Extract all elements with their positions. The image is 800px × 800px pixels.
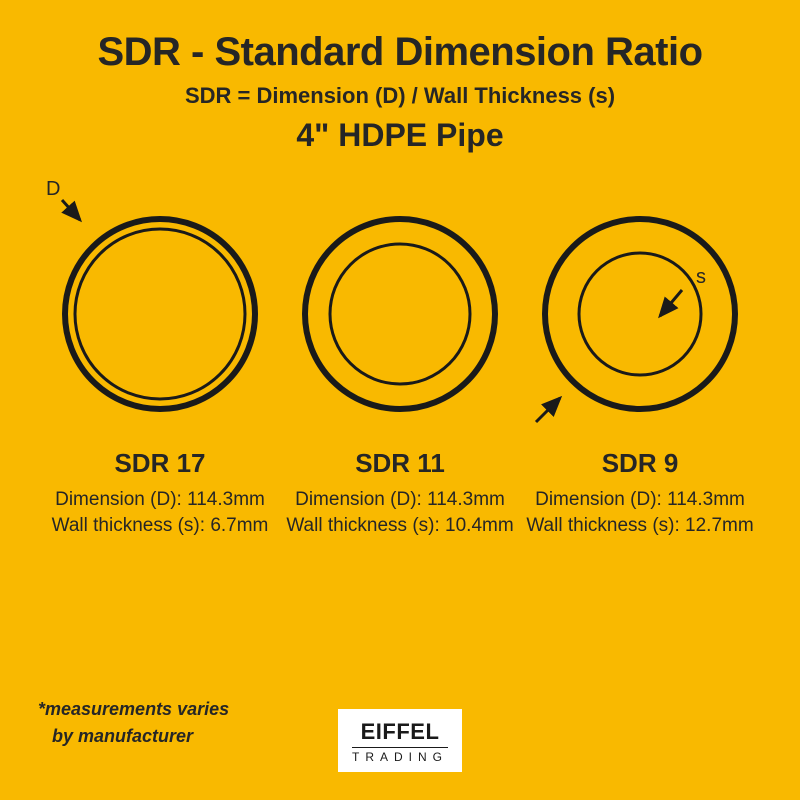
s-annotation: s [696,266,706,289]
sdr-label: SDR 17 [114,448,205,479]
sdr-label: SDR 11 [355,448,445,479]
sdr-label: SDR 9 [602,448,679,479]
logo-top-text: EIFFEL [352,719,448,745]
ring-svg [300,214,500,414]
s-arrow-icon [646,282,696,332]
ring-sdr11 [290,204,510,424]
page-title: SDR - Standard Dimension Ratio [30,30,770,75]
footnote-line2: by manufacturer [38,723,229,750]
footnote-line1: *measurements varies [38,696,229,723]
brand-logo: EIFFEL TRADING [338,709,462,772]
logo-bottom-text: TRADING [352,747,448,764]
pipe-column-sdr9: s SDR 9 Dimension (D): 114.3mm Wall t [520,204,760,537]
pipe-column-sdr17: D SDR 17 Dimension (D): 114.3mm Wall thi… [40,204,280,537]
wall-text: Wall thickness (s): 10.4mm [286,515,513,537]
pipe-column-sdr11: SDR 11 Dimension (D): 114.3mm Wall thick… [280,204,520,537]
pipes-row: D SDR 17 Dimension (D): 114.3mm Wall thi… [30,204,770,537]
ring-sdr17: D [50,204,270,424]
d-arrow-icon [56,194,96,234]
dimension-text: Dimension (D): 114.3mm [295,489,505,511]
s-label: s [696,266,706,288]
subtitle-text: 4" HDPE Pipe [30,117,770,154]
wall-text: Wall thickness (s): 12.7mm [526,515,753,537]
ring-sdr9: s [530,204,750,424]
ring-svg [60,214,260,414]
formula-text: SDR = Dimension (D) / Wall Thickness (s) [30,83,770,109]
dimension-text: Dimension (D): 114.3mm [535,489,745,511]
dimension-text: Dimension (D): 114.3mm [55,489,265,511]
wall-text: Wall thickness (s): 6.7mm [52,515,269,537]
footnote: *measurements varies by manufacturer [38,696,229,750]
infographic-page: SDR - Standard Dimension Ratio SDR = Dim… [0,0,800,800]
wall-arrow-icon [530,378,580,428]
